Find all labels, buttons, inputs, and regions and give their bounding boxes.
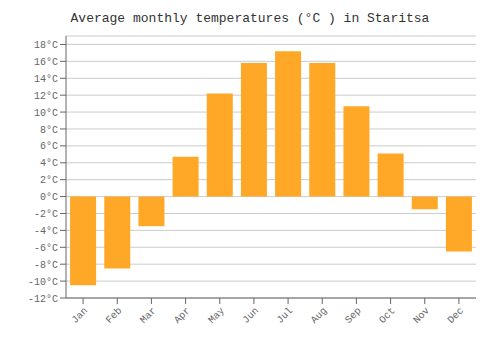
svg-text:2°C: 2°C	[40, 175, 58, 186]
svg-text:Apr: Apr	[172, 305, 193, 326]
svg-text:-8°C: -8°C	[34, 260, 58, 271]
svg-text:Sep: Sep	[343, 305, 364, 326]
svg-text:Oct: Oct	[377, 305, 398, 326]
svg-text:May: May	[206, 305, 227, 326]
svg-text:Nov: Nov	[411, 305, 432, 326]
svg-text:-12°C: -12°C	[28, 294, 58, 305]
svg-text:-4°C: -4°C	[34, 226, 58, 237]
svg-text:Jul: Jul	[275, 305, 296, 326]
svg-text:Aug: Aug	[309, 305, 330, 326]
svg-text:8°C: 8°C	[40, 125, 58, 136]
svg-text:Jan: Jan	[70, 305, 91, 326]
svg-text:Dec: Dec	[446, 305, 467, 326]
svg-text:6°C: 6°C	[40, 141, 58, 152]
svg-text:10°C: 10°C	[34, 108, 58, 119]
svg-text:-6°C: -6°C	[34, 243, 58, 254]
svg-text:16°C: 16°C	[34, 57, 58, 68]
svg-text:4°C: 4°C	[40, 158, 58, 169]
svg-text:Feb: Feb	[104, 305, 125, 326]
svg-text:0°C: 0°C	[40, 192, 58, 203]
svg-text:Jun: Jun	[241, 305, 262, 326]
svg-text:12°C: 12°C	[34, 91, 58, 102]
svg-text:-10°C: -10°C	[28, 277, 58, 288]
svg-text:-2°C: -2°C	[34, 209, 58, 220]
html-text:Average monthly temperatures (: Average monthly temperatures (°C ) in St…	[70, 11, 430, 26]
svg-text:14°C: 14°C	[34, 74, 58, 85]
svg-text:Mar: Mar	[138, 305, 159, 326]
svg-text:18°C: 18°C	[34, 40, 58, 51]
